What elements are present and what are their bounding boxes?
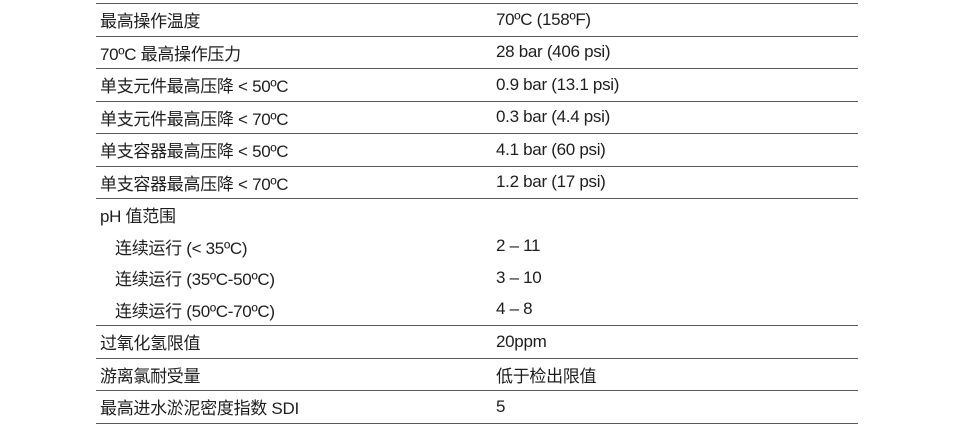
table-row: 单支元件最高压降 < 50ºC 0.9 bar (13.1 psi): [96, 68, 858, 101]
row-label: 游离氯耐受量: [100, 366, 201, 386]
row-label: 连续运行 (< 35ºC): [115, 238, 248, 258]
table-row: 游离氯耐受量 低于检出限值: [96, 357, 858, 391]
table-row: 连续运行 (35ºC-50ºC) 3 – 10: [96, 262, 858, 294]
table-row: 单支元件最高压降 < 70ºC 0.3 bar (4.4 psi): [96, 100, 858, 134]
row-label: 最高进水淤泥密度指数 SDI: [100, 399, 299, 419]
row-label: 单支容器最高压降 < 70ºC: [100, 174, 289, 194]
table-row-group-header: pH 值范围: [96, 198, 858, 231]
table-row: 连续运行 (< 35ºC) 2 – 11: [96, 231, 858, 263]
spec-table: 最高操作温度 70ºC (158ºF) 70ºC 最高操作压力 28 bar (40…: [96, 3, 858, 424]
table-row: 单支容器最高压降 < 50ºC 4.1 bar (60 psi): [96, 133, 858, 166]
row-value: 低于检出限值: [496, 366, 597, 386]
table-row: 最高操作温度 70ºC (158ºF): [96, 3, 858, 36]
row-label: 连续运行 (35ºC-50ºC): [115, 270, 275, 290]
row-value: 4 – 8: [496, 299, 533, 319]
row-label: pH 值范围: [100, 207, 176, 227]
table-row: 连续运行 (50ºC-70ºC) 4 – 8: [96, 294, 858, 326]
row-label: 70ºC 最高操作压力: [100, 44, 241, 64]
row-label: 过氧化氢限值: [100, 334, 201, 354]
row-value: 28 bar (406 psi): [496, 42, 611, 62]
row-label: 单支元件最高压降 < 70ºC: [100, 109, 289, 129]
table-row: 最高进水淤泥密度指数 SDI 5: [96, 390, 858, 424]
row-value: 2 – 11: [496, 236, 541, 256]
row-value: 3 – 10: [496, 267, 542, 287]
row-value: 1.2 bar (17 psi): [496, 172, 606, 192]
row-label: 最高操作温度: [100, 12, 201, 32]
table-row: 单支容器最高压降 < 70ºC 1.2 bar (17 psi): [96, 165, 858, 199]
row-label: 单支元件最高压降 < 50ºC: [100, 77, 289, 97]
table-row: 70ºC 最高操作压力 28 bar (406 psi): [96, 35, 858, 69]
row-value: 4.1 bar (60 psi): [496, 139, 606, 159]
row-value: 0.3 bar (4.4 psi): [496, 107, 610, 127]
row-value: 20ppm: [496, 331, 547, 351]
row-label: 单支容器最高压降 < 50ºC: [100, 142, 289, 162]
row-label: 连续运行 (50ºC-70ºC): [115, 301, 275, 321]
row-value: 70ºC (158ºF): [496, 9, 591, 29]
row-value: 0.9 bar (13.1 psi): [496, 74, 620, 94]
table-row: 过氧化氢限值 20ppm: [96, 325, 858, 358]
row-value: 5: [496, 396, 506, 416]
